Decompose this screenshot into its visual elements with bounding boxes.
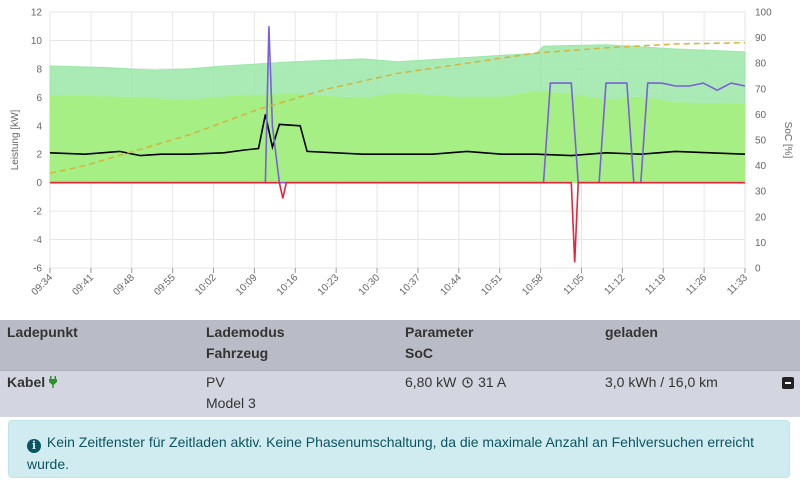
y-left-tick-label: -2: [33, 207, 42, 218]
x-tick-label: 11:05: [562, 272, 587, 297]
header-lademodus-label: Lademodus: [206, 324, 285, 340]
table-row[interactable]: Kabel PV Model 3 6,80 kW 31 A 3,0 kWh / …: [0, 370, 800, 417]
x-tick-label: 10:30: [357, 272, 383, 298]
header-parameter: Parameter SoC: [405, 322, 474, 364]
x-tick-label: 09:55: [152, 272, 178, 298]
header-fahrzeug-label: Fahrzeug: [206, 345, 269, 361]
series-area-1: [49, 91, 746, 184]
y-right-tick-label: 60: [755, 110, 767, 121]
x-tick-label: 11:33: [725, 272, 750, 297]
y-left-tick-label: 2: [36, 150, 42, 161]
header-parameter-label: Parameter: [405, 324, 474, 340]
charge-point-table: Ladepunkt Lademodus Fahrzeug Parameter S…: [0, 320, 800, 417]
cell-parameter: 6,80 kW 31 A: [405, 372, 506, 393]
y-right-tick-label: 20: [755, 212, 767, 223]
parameter-power: 6,80 kW: [405, 374, 457, 390]
clock-icon: [462, 377, 473, 388]
fahrzeug-value: Model 3: [206, 395, 256, 411]
ladepunkt-name: Kabel: [7, 374, 46, 390]
y-left-tick-label: -6: [33, 264, 42, 275]
plug-icon: [49, 376, 58, 388]
y-left-tick-label: 0: [36, 178, 42, 189]
y-left-tick-label: 12: [31, 8, 43, 19]
x-tick-label: 10:58: [520, 272, 546, 298]
y-left-tick-label: 8: [36, 64, 42, 75]
parameter-current: 31 A: [478, 374, 507, 390]
x-tick-label: 10:02: [193, 272, 219, 298]
lademodus-value: PV: [206, 374, 225, 390]
cell-lademodus: PV Model 3: [206, 372, 256, 414]
power-chart-svg: -6 -4 -2 0 2 4 6 8 10 12 0 10 20 30 40 50 60 70 80 90 100 09:…: [10, 8, 793, 298]
x-tick-label: 10:51: [479, 272, 505, 298]
table-header: Ladepunkt Lademodus Fahrzeug Parameter S…: [0, 320, 800, 370]
x-tick-label: 10:09: [234, 272, 260, 298]
cell-ladepunkt: Kabel: [7, 372, 58, 393]
info-alert: i Kein Zeitfenster für Zeitladen aktiv. …: [8, 420, 790, 478]
x-tick-label: 11:12: [603, 272, 628, 297]
series-line-5: [50, 181, 745, 263]
y-right-tick-label: 40: [755, 161, 767, 172]
x-tick-label: 09:41: [71, 272, 97, 298]
cell-geladen: 3,0 kWh / 16,0 km: [605, 374, 718, 390]
series-line-4: [49, 41, 746, 175]
header-geladen: geladen: [605, 324, 658, 340]
y-left-axis-label: Leistung [kW]: [10, 109, 21, 170]
y-right-tick-label: 90: [755, 33, 767, 44]
power-chart: -6 -4 -2 0 2 4 6 8 10 12 0 10 20 30 40 50 60 70 80 90 100 09:…: [10, 8, 793, 298]
y-right-tick-label: 0: [755, 264, 761, 275]
info-icon: i: [27, 439, 41, 453]
y-left-tick-label: -4: [33, 235, 42, 246]
x-tick-label: 10:44: [438, 272, 464, 298]
x-tick-label: 10:23: [316, 272, 342, 298]
header-ladepunkt: Ladepunkt: [7, 324, 78, 340]
y-right-axis-label: SoC [%]: [782, 122, 793, 159]
alert-text: Kein Zeitfenster für Zeitladen aktiv. Ke…: [27, 434, 755, 472]
series-line-3: [50, 26, 746, 184]
y-right-tick-label: 70: [755, 84, 767, 95]
x-tick-label: 09:48: [111, 272, 137, 298]
y-right-tick-label: 80: [755, 59, 767, 70]
x-tick-label: 11:19: [643, 272, 668, 297]
x-tick-label: 11:26: [684, 272, 709, 297]
header-soc-label: SoC: [405, 345, 433, 361]
x-tick-label: 10:16: [275, 272, 301, 298]
y-left-tick-label: 10: [31, 36, 43, 47]
x-tick-label: 10:37: [398, 272, 424, 298]
x-tick-label: 09:34: [30, 272, 56, 298]
series-line-2: [49, 114, 746, 157]
y-right-tick-label: 10: [755, 238, 767, 249]
header-lademodus: Lademodus Fahrzeug: [206, 322, 285, 364]
y-right-tick-label: 100: [755, 8, 772, 19]
y-left-tick-label: 6: [36, 93, 42, 104]
y-right-tick-label: 50: [755, 136, 767, 147]
y-right-tick-label: 30: [755, 187, 767, 198]
y-left-tick-label: 4: [36, 121, 42, 132]
collapse-button[interactable]: [782, 377, 794, 389]
